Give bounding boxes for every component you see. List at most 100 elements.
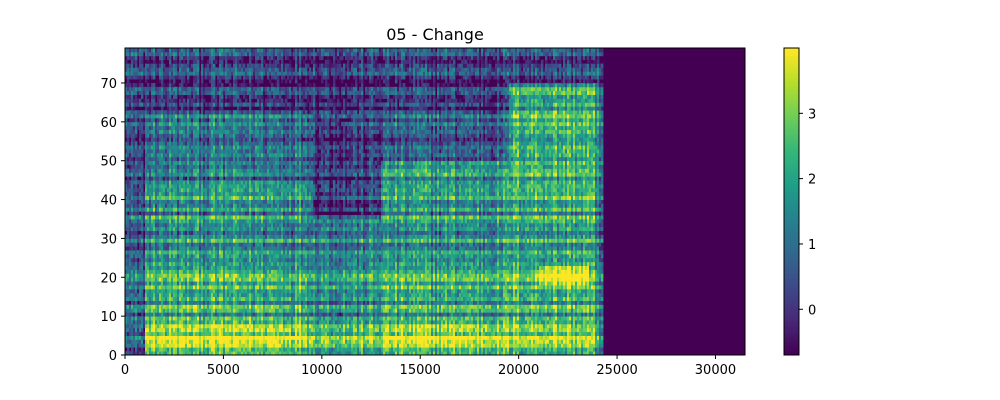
heatmap-cell bbox=[145, 288, 148, 294]
heatmap-cell bbox=[159, 141, 162, 146]
heatmap-cell bbox=[187, 180, 190, 185]
heatmap-cell bbox=[205, 121, 208, 127]
heatmap-cell bbox=[151, 347, 154, 352]
heatmap-cell bbox=[165, 265, 168, 270]
heatmap-cell bbox=[187, 246, 190, 251]
heatmap-cell bbox=[225, 117, 228, 123]
heatmap-cell bbox=[149, 277, 152, 282]
heatmap-cell bbox=[131, 226, 134, 232]
heatmap-cell bbox=[157, 203, 160, 208]
heatmap-cell bbox=[205, 67, 208, 72]
heatmap-cell bbox=[183, 327, 186, 333]
heatmap-cell bbox=[191, 172, 194, 177]
heatmap-cell bbox=[227, 94, 230, 99]
heatmap-cell bbox=[157, 102, 160, 107]
heatmap-cell bbox=[145, 125, 148, 131]
heatmap-cell bbox=[145, 339, 148, 344]
heatmap-cell bbox=[195, 218, 198, 224]
heatmap-cell bbox=[149, 308, 152, 313]
heatmap-cell bbox=[225, 125, 228, 131]
heatmap-cell bbox=[141, 269, 144, 274]
heatmap-cell bbox=[233, 312, 236, 317]
heatmap-cell bbox=[205, 102, 208, 107]
heatmap-cell bbox=[229, 137, 232, 142]
heatmap-cell bbox=[139, 222, 142, 228]
heatmap-cell bbox=[195, 230, 198, 235]
heatmap-cell bbox=[233, 246, 236, 251]
heatmap-cell bbox=[147, 226, 150, 232]
heatmap-cell bbox=[211, 137, 214, 142]
heatmap-cell bbox=[221, 82, 224, 88]
heatmap-cell bbox=[187, 141, 190, 146]
heatmap-cell bbox=[235, 246, 238, 251]
heatmap-cell bbox=[183, 102, 186, 107]
heatmap-cell bbox=[173, 250, 176, 255]
heatmap-cell bbox=[129, 180, 132, 185]
heatmap-cell bbox=[135, 253, 138, 259]
heatmap-cell bbox=[213, 335, 216, 340]
heatmap-cell bbox=[183, 71, 186, 76]
heatmap-cell bbox=[241, 335, 244, 340]
heatmap-cell bbox=[139, 234, 142, 239]
heatmap-cell bbox=[225, 211, 228, 216]
heatmap-cell bbox=[149, 129, 152, 134]
heatmap-cell bbox=[129, 304, 132, 309]
heatmap-cell bbox=[145, 281, 148, 286]
heatmap-cell bbox=[209, 347, 212, 352]
heatmap-cell bbox=[221, 304, 224, 309]
heatmap-cell bbox=[159, 296, 162, 301]
heatmap-cell bbox=[213, 110, 216, 115]
heatmap-cell bbox=[221, 253, 224, 259]
heatmap-cell bbox=[175, 106, 178, 111]
heatmap-cell bbox=[201, 320, 204, 325]
heatmap-cell bbox=[183, 316, 186, 321]
heatmap-cell bbox=[185, 316, 188, 321]
heatmap-cell bbox=[143, 253, 146, 259]
heatmap-cell bbox=[221, 292, 224, 298]
heatmap-cell bbox=[205, 152, 208, 158]
heatmap-cell bbox=[189, 98, 192, 103]
heatmap-cell bbox=[213, 160, 216, 165]
heatmap-cell bbox=[203, 199, 206, 204]
heatmap-cell bbox=[151, 207, 154, 212]
heatmap-cell bbox=[161, 75, 164, 80]
heatmap-cell bbox=[253, 203, 256, 208]
heatmap-cell bbox=[171, 261, 174, 267]
heatmap-cell bbox=[167, 172, 170, 177]
heatmap-cell bbox=[217, 125, 220, 131]
heatmap-cell bbox=[207, 168, 210, 173]
heatmap-cell bbox=[147, 164, 150, 169]
heatmap-cell bbox=[217, 312, 220, 317]
heatmap-cell bbox=[245, 160, 248, 165]
heatmap-cell bbox=[221, 71, 224, 76]
heatmap-cell bbox=[173, 133, 176, 138]
heatmap-cell bbox=[131, 261, 134, 267]
heatmap-cell bbox=[131, 117, 134, 123]
heatmap-cell bbox=[243, 257, 246, 263]
heatmap-cell bbox=[151, 160, 154, 165]
heatmap-cell bbox=[215, 51, 218, 57]
heatmap-cell bbox=[241, 137, 244, 142]
heatmap-cell bbox=[239, 106, 242, 111]
heatmap-cell bbox=[165, 222, 168, 228]
heatmap-cell bbox=[153, 164, 156, 169]
heatmap-cell bbox=[199, 51, 202, 57]
heatmap-cell bbox=[209, 296, 212, 301]
heatmap-cell bbox=[247, 335, 250, 340]
heatmap-cell bbox=[213, 121, 216, 127]
heatmap-cell bbox=[175, 67, 178, 72]
heatmap-cell bbox=[145, 335, 148, 340]
heatmap-cell bbox=[223, 238, 226, 243]
heatmap-cell bbox=[179, 191, 182, 197]
heatmap-cell bbox=[127, 300, 130, 305]
heatmap-cell bbox=[225, 281, 228, 286]
heatmap-cell bbox=[137, 281, 140, 286]
heatmap-cell bbox=[169, 234, 172, 239]
heatmap-cell bbox=[223, 141, 226, 146]
heatmap-cell bbox=[201, 117, 204, 123]
heatmap-cell bbox=[219, 145, 222, 150]
heatmap-cell bbox=[125, 110, 128, 115]
heatmap-cell bbox=[235, 48, 238, 53]
heatmap-cell bbox=[149, 203, 152, 208]
heatmap-cell bbox=[245, 253, 248, 259]
